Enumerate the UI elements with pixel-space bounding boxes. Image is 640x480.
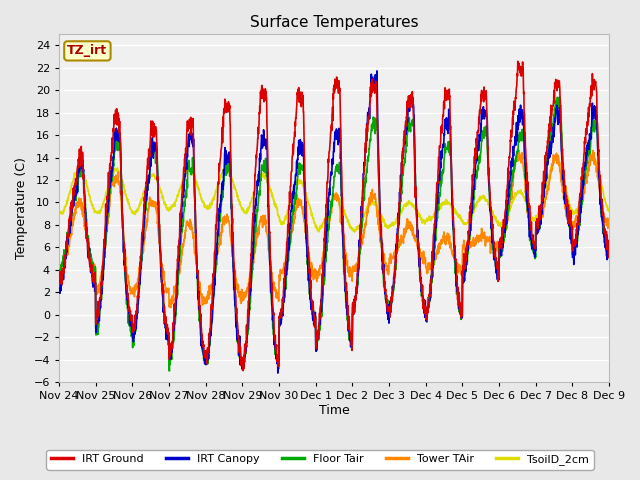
Tower TAir [515,147,523,153]
Tower TAir [209,277,216,283]
TsoilD_2cm [351,229,358,235]
Line: TsoilD_2cm: TsoilD_2cm [59,156,609,232]
Tower TAir [167,305,175,311]
TsoilD_2cm [589,154,597,159]
IRT Ground [572,234,580,240]
IRT Ground [350,307,358,313]
Title: Surface Temperatures: Surface Temperatures [250,15,419,30]
IRT Ground [362,149,370,155]
Legend: IRT Ground, IRT Canopy, Floor Tair, Tower TAir, TsoilD_2cm: IRT Ground, IRT Canopy, Floor Tair, Towe… [47,450,593,469]
IRT Ground [494,261,502,267]
IRT Ground [239,368,247,373]
TsoilD_2cm [362,209,370,215]
Tower TAir [605,220,612,226]
IRT Ground [605,238,612,243]
Line: IRT Canopy: IRT Canopy [59,71,609,373]
Floor Tair [572,240,580,245]
Tower TAir [55,264,63,269]
TsoilD_2cm [557,165,564,170]
X-axis label: Time: Time [319,404,349,417]
Line: Tower TAir: Tower TAir [59,150,609,308]
Tower TAir [494,242,502,248]
Floor Tair [605,251,612,257]
Floor Tair [494,274,502,279]
IRT Canopy [350,310,358,315]
IRT Canopy [274,370,282,376]
IRT Ground [55,283,63,289]
IRT Canopy [55,290,63,296]
IRT Ground [557,119,564,124]
IRT Ground [514,59,522,64]
IRT Canopy [209,310,216,315]
TsoilD_2cm [572,210,580,216]
Floor Tair [556,94,563,100]
TsoilD_2cm [605,207,612,213]
IRT Canopy [572,231,580,237]
TsoilD_2cm [209,197,216,203]
IRT Canopy [373,68,381,74]
Floor Tair [350,305,358,311]
Tower TAir [362,222,370,228]
Floor Tair [209,306,216,312]
IRT Ground [209,291,216,297]
Tower TAir [572,216,580,222]
TsoilD_2cm [55,212,63,217]
TsoilD_2cm [350,228,358,233]
Floor Tair [55,267,63,273]
Tower TAir [557,172,564,178]
Floor Tair [362,172,370,178]
IRT Canopy [605,250,612,256]
IRT Canopy [362,143,370,148]
Y-axis label: Temperature (C): Temperature (C) [15,157,28,259]
TsoilD_2cm [494,219,502,225]
Line: IRT Ground: IRT Ground [59,61,609,371]
IRT Canopy [557,131,564,137]
IRT Canopy [494,278,502,284]
Floor Tair [557,103,564,108]
Line: Floor Tair: Floor Tair [59,97,609,371]
Text: TZ_irt: TZ_irt [67,44,108,58]
Floor Tair [166,368,173,374]
Tower TAir [350,264,358,269]
